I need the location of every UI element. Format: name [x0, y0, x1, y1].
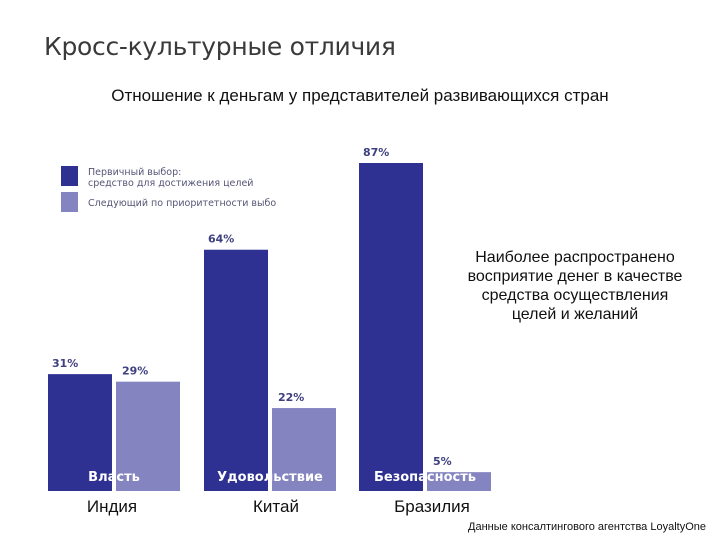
legend-label-primary: Первичный выбор: средство для достижения …: [88, 167, 253, 189]
legend-swatch-primary: [61, 166, 78, 186]
bar-category-label: Безопасность: [374, 470, 476, 485]
bar-category-label: Удовольствие: [217, 470, 323, 485]
bar-value-label: 29%: [122, 365, 148, 378]
bar-value-label: 22%: [278, 391, 304, 404]
chart-subtitle: Отношение к деньгам у представителей раз…: [111, 86, 609, 105]
legend-label-secondary: Следующий по приоритетности выбо: [88, 198, 276, 209]
bar-category-label: Власть: [88, 470, 140, 485]
bar-primary: [48, 374, 112, 491]
bar-secondary: [272, 408, 336, 491]
country-label-brazil: Бразилия: [394, 497, 470, 516]
bar-primary: [204, 249, 268, 491]
bar-value-label: 31%: [52, 357, 78, 370]
bar-value-label: 5%: [433, 455, 452, 468]
bar-primary: [359, 163, 423, 491]
annotation-text: Наиболее распространено восприятие денег…: [467, 249, 683, 323]
country-label-china: Китай: [253, 497, 299, 516]
bar-value-label: 64%: [208, 233, 234, 246]
country-label-india: Индия: [86, 497, 138, 516]
bar-value-label: 87%: [363, 146, 389, 159]
source-note: Данные консалтингового агентства Loyalty…: [468, 521, 706, 533]
bar-secondary: [116, 381, 180, 491]
legend-swatch-secondary: [61, 192, 78, 212]
bar-secondary: [427, 472, 491, 491]
slide-title: Кросс-культурные отличия: [44, 32, 396, 61]
